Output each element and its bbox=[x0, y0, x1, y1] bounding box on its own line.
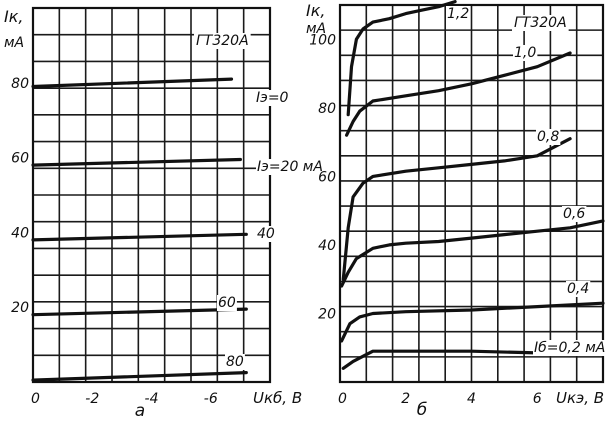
series-line bbox=[340, 219, 605, 288]
series-label: 40 bbox=[257, 226, 275, 242]
y-axis-unit: мА bbox=[4, 35, 24, 51]
x-axis-label: Uкэ, В bbox=[556, 389, 604, 407]
series-line bbox=[341, 349, 605, 370]
series-label: 0,8 bbox=[537, 129, 559, 145]
series-label-background bbox=[536, 129, 561, 145]
y-tick-label: 80 bbox=[318, 101, 336, 117]
x-tick-label: 6 bbox=[533, 391, 542, 407]
series-line bbox=[341, 137, 572, 281]
y-tick-label: 20 bbox=[11, 300, 29, 316]
series-label: 1,0 bbox=[514, 45, 536, 61]
x-tick-label: -2 bbox=[85, 391, 99, 407]
series-line bbox=[31, 77, 234, 89]
series-line bbox=[345, 51, 572, 137]
series-label-background bbox=[217, 295, 237, 311]
x-tick-label: -6 bbox=[204, 391, 218, 407]
series-label-background bbox=[533, 340, 606, 356]
series-label-background bbox=[562, 206, 587, 222]
series-label: Iб=0,2 мА bbox=[534, 340, 605, 356]
series-label: 0,6 bbox=[563, 206, 585, 222]
y-axis-unit: мА bbox=[306, 21, 326, 37]
y-tick-label: 60 bbox=[318, 169, 336, 185]
device-label-background bbox=[512, 15, 569, 31]
series-line bbox=[346, 0, 457, 117]
series-label-background bbox=[256, 159, 324, 175]
series-label: Iэ=20 мА bbox=[257, 159, 323, 175]
series-label-background bbox=[513, 45, 538, 61]
device-label: ГТ320А bbox=[514, 15, 567, 31]
series-line bbox=[31, 307, 248, 317]
x-axis-label: Uкб, В bbox=[253, 389, 302, 407]
series-label-background bbox=[446, 6, 471, 22]
y-axis-symbol: Iк, bbox=[4, 7, 23, 26]
plot-frame bbox=[31, 6, 272, 384]
series-label: 80 bbox=[226, 354, 244, 370]
series-label-background bbox=[225, 354, 245, 370]
y-tick-label: 80 bbox=[11, 76, 29, 92]
x-tick-label: 0 bbox=[338, 391, 347, 407]
plot-frame bbox=[338, 3, 605, 384]
x-tick-label: -4 bbox=[145, 391, 159, 407]
x-tick-label: 4 bbox=[467, 391, 476, 407]
grid-lines bbox=[340, 5, 603, 382]
series-label: 60 bbox=[218, 295, 236, 311]
x-tick-label: 0 bbox=[31, 391, 40, 407]
y-tick-label: 20 bbox=[318, 306, 336, 322]
y-tick-label: 40 bbox=[318, 238, 336, 254]
y-tick-label: 100 bbox=[309, 32, 336, 48]
device-label: ГТ320А bbox=[196, 33, 249, 49]
device-label-background bbox=[194, 33, 251, 49]
panel-letter: б bbox=[417, 400, 427, 420]
panel-letter: а bbox=[135, 401, 145, 421]
y-axis-symbol: Iк, bbox=[306, 1, 325, 20]
series-line bbox=[340, 301, 605, 343]
y-tick-label: 60 bbox=[11, 151, 29, 167]
series-label-background bbox=[256, 226, 276, 242]
series-line bbox=[31, 371, 248, 382]
x-tick-label: 2 bbox=[401, 391, 410, 407]
series-label: Iэ=0 bbox=[256, 90, 289, 106]
chart-panel-b: Iб=0,2 мА 0,4 0,6 0,8 1,0 1,2 0 2 4 6 20 40 60 80 100 I… bbox=[306, 0, 606, 420]
series-line bbox=[31, 232, 248, 242]
series-label-background bbox=[255, 90, 290, 106]
series-line bbox=[31, 157, 242, 167]
series-label: 0,4 bbox=[567, 281, 589, 297]
chart-panel-a: Iэ=0 Iэ=20 мА 40 60 80 0 -2 -4 -6 20 40 60 80 Iк, мА Uк… bbox=[4, 6, 324, 421]
grid-lines bbox=[33, 8, 270, 382]
series-label-background bbox=[566, 281, 591, 297]
series-label: 1,2 bbox=[447, 6, 469, 22]
y-tick-label: 40 bbox=[11, 225, 29, 241]
